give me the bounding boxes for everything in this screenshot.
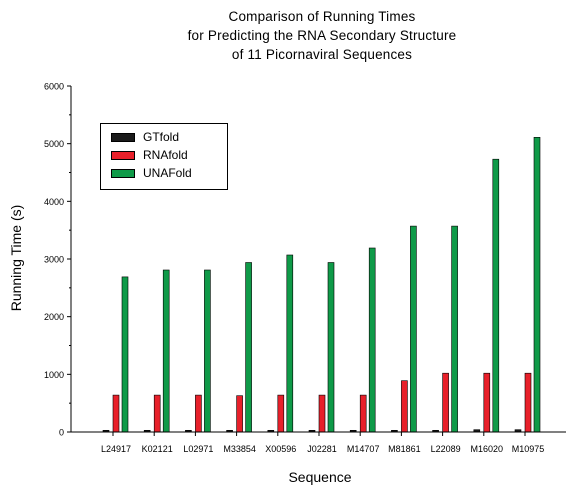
x-tick-label-m14707: M14707 — [347, 444, 380, 454]
bar-rnafold-x00596 — [277, 394, 285, 433]
x-tick-label-l02971: L02971 — [183, 444, 213, 454]
bar-rnafold-j02281 — [318, 394, 326, 433]
legend-label-rnafold: RNAfold — [143, 148, 188, 162]
x-tick-label-l24917: L24917 — [101, 444, 131, 454]
legend-swatch-unafold — [111, 168, 135, 178]
bar-rnafold-m14707 — [359, 394, 367, 433]
legend-item-unafold: UNAFold — [111, 164, 227, 182]
legend-label-unafold: UNAFold — [143, 166, 192, 180]
legend-item-gtfold: GTfold — [111, 128, 227, 146]
x-tick-label-m33854: M33854 — [223, 444, 256, 454]
bar-rnafold-m16020 — [483, 372, 491, 433]
y-tick-label: 1000 — [44, 370, 64, 380]
y-tick-label: 3000 — [44, 255, 64, 265]
x-tick-label-l22089: L22089 — [431, 444, 461, 454]
bar-unafold-l22089 — [451, 225, 458, 433]
bar-rnafold-m33854 — [236, 395, 243, 433]
bar-rnafold-m10975 — [524, 372, 532, 433]
legend-swatch-gtfold — [111, 132, 135, 142]
bar-rnafold-m81861 — [401, 380, 408, 433]
bar-unafold-m14707 — [368, 247, 376, 433]
legend-item-rnafold: RNAfold — [111, 146, 227, 164]
legend-swatch-rnafold — [111, 150, 135, 160]
bar-rnafold-k02121 — [153, 394, 161, 433]
x-tick-label-m81861: M81861 — [388, 444, 421, 454]
bar-unafold-m81861 — [410, 225, 417, 433]
y-tick-label: 5000 — [44, 139, 64, 149]
bar-unafold-m10975 — [533, 137, 541, 433]
x-tick-label-j02281: J02281 — [307, 444, 337, 454]
bar-unafold-m16020 — [492, 158, 500, 433]
legend-label-gtfold: GTfold — [143, 130, 180, 144]
y-axis: 0 1000 2000 3000 4000 5000 6000 — [44, 82, 72, 438]
bar-unafold-j02281 — [327, 262, 335, 433]
chart-title-line-2: for Predicting the RNA Secondary Structu… — [187, 28, 457, 43]
x-tick-label-m16020: M16020 — [471, 444, 504, 454]
chart-title-line-1: Comparison of Running Times — [228, 9, 416, 24]
bar-group — [102, 137, 541, 433]
y-axis-label: Running Time (s) — [8, 205, 24, 312]
y-tick-label: 0 — [59, 428, 64, 438]
bar-unafold-x00596 — [286, 254, 294, 433]
x-axis-label: Sequence — [288, 469, 351, 485]
bar-unafold-l02971 — [204, 269, 211, 433]
x-tick-label-m10975: M10975 — [512, 444, 545, 454]
y-tick-label: 2000 — [44, 312, 64, 322]
x-tick-label-k02121: K02121 — [142, 444, 173, 454]
bar-unafold-l24917 — [121, 276, 129, 433]
chart-title-line-3: of 11 Picornaviral Sequences — [231, 47, 413, 62]
bar-rnafold-l22089 — [442, 372, 449, 433]
bar-unafold-k02121 — [162, 269, 170, 433]
chart-legend: GTfold RNAfold UNAFold — [100, 123, 228, 190]
x-axis: L24917 K02121 L02971 M33854 X00596 J02281 M147… — [71, 431, 566, 454]
bar-rnafold-l24917 — [112, 394, 120, 433]
x-tick-label-x00596: X00596 — [265, 444, 296, 454]
y-tick-label: 4000 — [44, 197, 64, 207]
bar-unafold-m33854 — [245, 262, 252, 433]
chart-title: Comparison of Running Times for Predicti… — [0, 7, 566, 64]
y-tick-label: 6000 — [44, 82, 64, 92]
bar-rnafold-l02971 — [195, 394, 202, 433]
